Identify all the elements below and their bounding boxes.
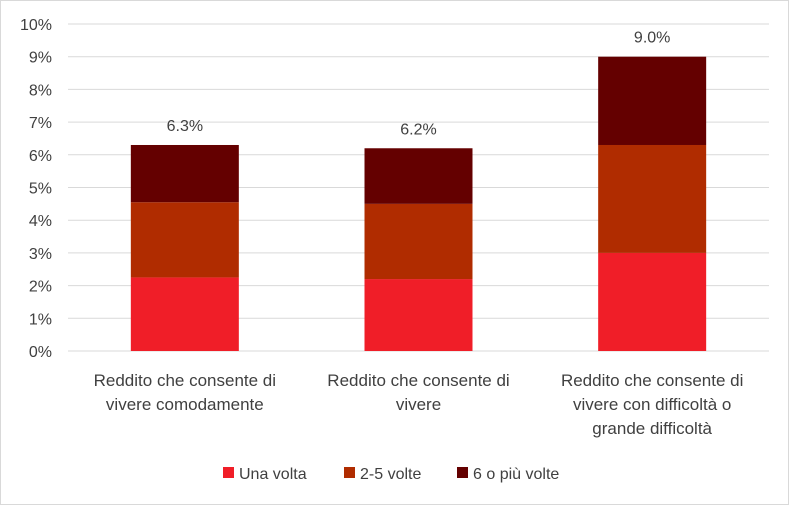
bar-segment-una-volta	[364, 279, 473, 351]
legend-swatch	[344, 467, 355, 478]
y-tick-label: 8%	[29, 82, 52, 99]
y-tick-label: 6%	[29, 148, 52, 165]
y-tick-label: 1%	[29, 311, 52, 328]
y-tick-label: 3%	[29, 246, 52, 263]
bar-segment-2-5-volte	[130, 202, 239, 278]
total-data-label: 9.0%	[634, 30, 670, 47]
total-labels: 6.3% 6.2% 9.0%	[167, 30, 671, 139]
y-tick-label: 10%	[20, 17, 52, 34]
y-tick-label: 2%	[29, 279, 52, 296]
category-label: Reddito che consente di	[94, 371, 276, 390]
category-label: vivere	[396, 395, 441, 414]
legend: Una volta 2-5 volte 6 o più volte	[223, 466, 559, 483]
total-data-label: 6.3%	[167, 118, 203, 135]
bar-segment-6-o-più-volte	[130, 144, 239, 203]
bar-segment-2-5-volte	[598, 144, 707, 253]
y-axis-ticks: 0% 1% 2% 3% 4% 5% 6% 7% 8% 9% 10%	[20, 17, 52, 361]
legend-label: Una volta	[239, 466, 307, 483]
category-label: vivere comodamente	[106, 395, 264, 414]
y-tick-label: 5%	[29, 181, 52, 198]
y-tick-label: 4%	[29, 213, 52, 230]
category-label: Reddito che consente di	[561, 371, 743, 390]
bar-segment-una-volta	[598, 252, 707, 351]
category-label: Reddito che consente di	[327, 371, 509, 390]
bar-segment-2-5-volte	[364, 203, 473, 280]
bar-segment-6-o-più-volte	[364, 148, 473, 204]
category-labels: Reddito che consente di vivere comodament…	[94, 371, 744, 438]
y-tick-label: 7%	[29, 115, 52, 132]
bars	[130, 56, 707, 351]
legend-label: 2-5 volte	[360, 466, 421, 483]
bar-segment-6-o-più-volte	[598, 56, 707, 145]
legend-label: 6 o più volte	[473, 466, 559, 483]
legend-swatch	[223, 467, 234, 478]
legend-swatch	[457, 467, 468, 478]
y-tick-label: 9%	[29, 50, 52, 67]
bar-segment-una-volta	[130, 277, 239, 351]
category-label: vivere con difficoltà o	[573, 395, 731, 414]
category-label: grande difficoltà	[592, 419, 712, 438]
total-data-label: 6.2%	[400, 121, 436, 138]
y-tick-label: 0%	[29, 344, 52, 361]
